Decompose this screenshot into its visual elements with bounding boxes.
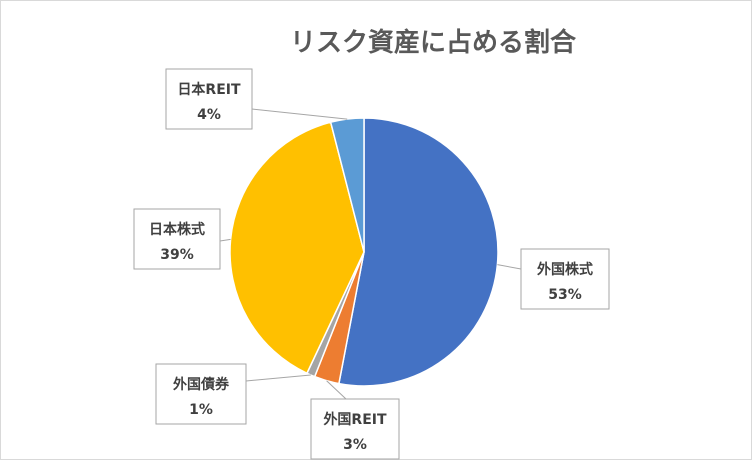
data-label-percent: 53% <box>548 287 582 303</box>
pie-slices <box>229 117 499 387</box>
data-label-box-2 <box>310 398 400 460</box>
leader-line-4 <box>219 238 231 242</box>
data-labels: 外国株式 53% 外国REIT 3% 外国債券 1% 日本株式 39% 日本REIT 4% <box>133 68 610 460</box>
data-label-percent: 4% <box>197 107 221 123</box>
data-label-percent: 3% <box>343 437 367 453</box>
data-label-box-5 <box>165 68 253 130</box>
leader-line-5 <box>251 108 348 120</box>
data-label-box-4 <box>133 208 221 270</box>
data-label-category: 外国債券 <box>173 376 230 393</box>
data-label-category: 日本株式 <box>149 221 205 238</box>
data-label-category: 外国REIT <box>323 411 387 428</box>
pie-slice-4 <box>229 121 365 375</box>
data-label-category: 外国株式 <box>537 261 593 278</box>
data-label-box-1 <box>520 248 610 310</box>
leader-line-2 <box>326 380 347 400</box>
pie-slice-1 <box>338 117 499 387</box>
leader-line-3 <box>245 374 311 382</box>
pie-slice-5 <box>329 117 365 253</box>
data-label-percent: 39% <box>160 247 194 263</box>
chart-title: リスク資産に占める割合 <box>290 27 577 58</box>
data-label-box-3 <box>155 363 247 425</box>
leader-line-1 <box>497 264 522 270</box>
data-label-percent: 1% <box>189 402 213 418</box>
data-label-category: 日本REIT <box>177 81 241 98</box>
